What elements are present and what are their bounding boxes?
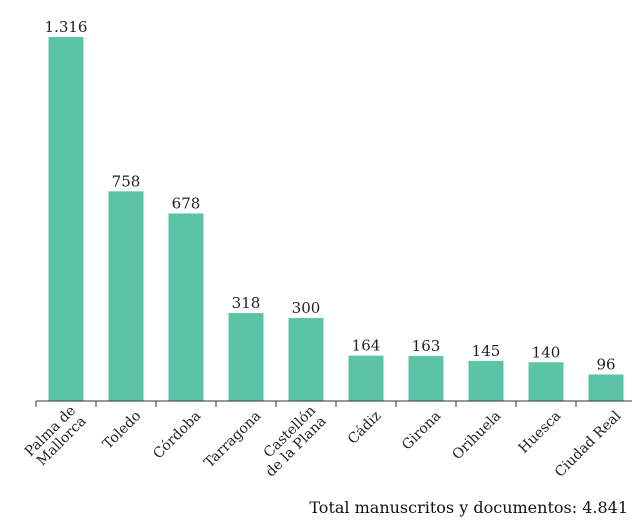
bar-2 [168,213,204,401]
value-label-5: 164 [352,337,381,355]
category-label-8-line-0: Huesca [516,408,565,457]
value-label-6: 163 [412,337,441,355]
value-label-2: 678 [172,194,201,212]
value-label-4: 300 [292,299,321,317]
bar-0 [48,37,84,401]
value-label-3: 318 [232,294,261,312]
value-labels-group: 1.316 758 678 318 300 164 163 145 140 96 [45,18,616,373]
category-label-2-line-0: Córdoba [150,408,204,462]
value-label-9: 96 [596,355,615,373]
x-axis-ticks [35,401,577,407]
bar-4 [288,318,324,401]
bar-7 [468,360,504,401]
category-label-7: Orihuela [449,408,504,463]
bar-5 [348,355,384,401]
bars-group [48,37,624,401]
bar-8 [528,362,564,401]
category-label-3: Tarragona [201,408,264,471]
category-label-3-line-0: Tarragona [201,408,264,471]
bar-6 [408,355,444,401]
bar-1 [108,191,144,401]
value-label-7: 145 [472,342,501,360]
bar-9 [588,374,624,401]
total-caption: Total manuscritos y documentos: 4.841 [309,498,628,517]
category-label-8: Huesca [516,408,565,457]
category-label-1-line-0: Toledo [100,408,144,452]
value-label-1: 758 [112,172,141,190]
category-label-5: Cádiz [345,408,385,448]
category-label-6: Girona [399,408,444,453]
bar-3 [228,313,264,401]
value-label-0: 1.316 [45,18,88,36]
category-label-2: Córdoba [150,408,204,462]
category-label-6-line-0: Girona [399,408,444,453]
category-label-7-line-0: Orihuela [449,408,504,463]
category-label-1: Toledo [100,408,144,452]
value-label-8: 140 [532,343,561,361]
category-label-5-line-0: Cádiz [345,408,385,448]
